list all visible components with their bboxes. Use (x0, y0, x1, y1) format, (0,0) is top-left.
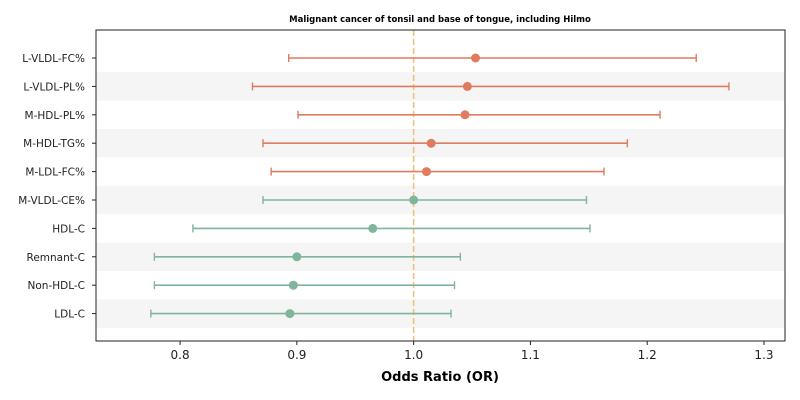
x-axis-ticks: 0.8 0.9 1.0 1.1 1.2 1.3 (171, 341, 774, 362)
x-tick-label: 1.0 (404, 348, 423, 362)
x-tick-label: 1.2 (638, 348, 657, 362)
or-point (460, 110, 470, 120)
or-point (471, 53, 481, 63)
plot-frame (95, 29, 786, 342)
y-tick-label: L-VLDL-FC% (22, 53, 85, 65)
y-tick-label: LDL-C (54, 309, 85, 321)
or-point (421, 167, 431, 177)
y-tick-label: Non-HDL-C (28, 280, 86, 292)
or-point (285, 309, 295, 319)
x-tick-label: 1.3 (754, 348, 773, 362)
or-point (409, 195, 419, 205)
y-tick-label: M-LDL-FC% (25, 167, 85, 179)
or-point (426, 138, 436, 148)
or-point (288, 280, 298, 290)
y-axis-labels: L-VLDL-FC% L-VLDL-PL% M-HDL-PL% M-HDL-TG% M-… (18, 53, 96, 321)
y-tick-label: Remnant-C (27, 252, 86, 264)
y-tick-label: M-HDL-TG% (23, 138, 85, 150)
y-tick-label: M-VLDL-CE% (18, 195, 85, 207)
x-tick-label: 0.9 (287, 348, 306, 362)
x-axis-label: Odds Ratio (OR) (381, 370, 499, 385)
y-tick-label: M-HDL-PL% (25, 110, 85, 122)
y-tick-label: HDL-C (52, 223, 85, 235)
chart-title: Malignant cancer of tonsil and base of t… (289, 15, 591, 25)
x-tick-label: 0.8 (171, 348, 190, 362)
or-point (292, 252, 302, 262)
or-point (462, 81, 472, 91)
y-tick-label: L-VLDL-PL% (23, 81, 85, 93)
odds-ratio-points (285, 53, 481, 319)
x-tick-label: 1.1 (521, 348, 540, 362)
error-bars (150, 54, 730, 318)
or-point (368, 223, 378, 233)
